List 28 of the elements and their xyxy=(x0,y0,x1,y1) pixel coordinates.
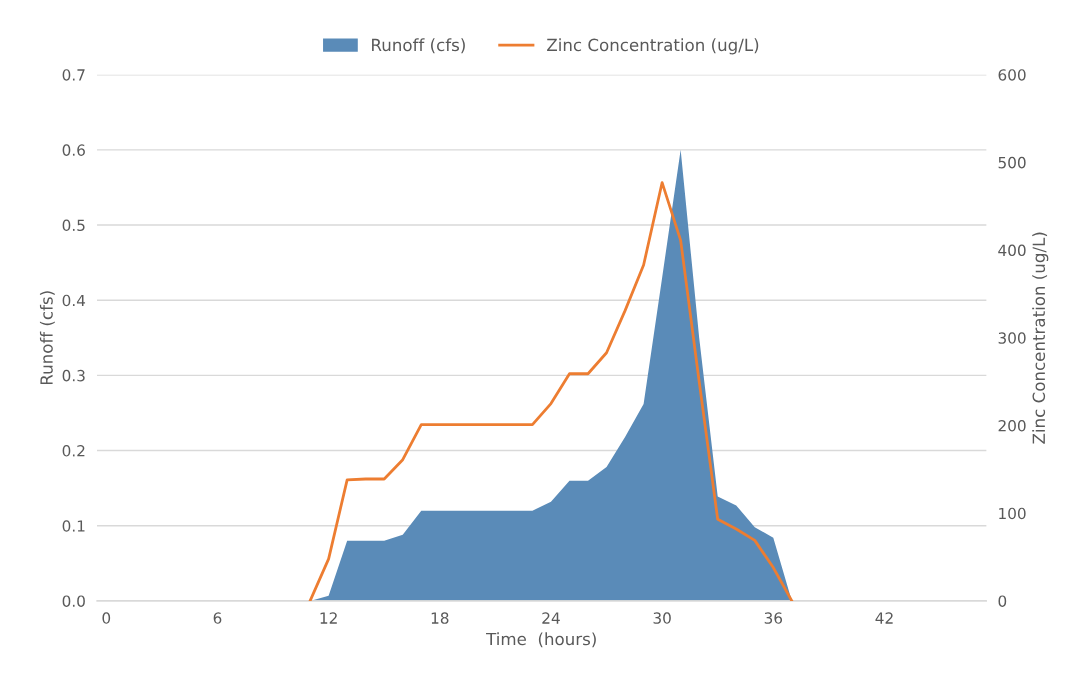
y-tick-label: 0.2 xyxy=(62,445,85,457)
y-tick-label: 0.1 xyxy=(62,520,85,532)
x-tick-label: 24 xyxy=(542,612,560,624)
y2-tick-label: 200 xyxy=(998,419,1026,432)
x-tick-label: 12 xyxy=(320,612,337,624)
y-tick-label: 0.0 xyxy=(62,595,85,607)
x-axis-title: Time (hours) xyxy=(486,632,596,648)
x-tick-label: 0 xyxy=(102,612,111,624)
y2-tick-label: 500 xyxy=(998,156,1026,169)
y-tick-label: 0.7 xyxy=(62,69,85,81)
x-tick-label: 30 xyxy=(653,612,671,624)
y2-tick-label: 300 xyxy=(998,332,1026,344)
x-tick-label: 42 xyxy=(875,612,893,624)
y2-tick-label: 100 xyxy=(999,507,1026,520)
x-tick-label: 6 xyxy=(213,612,222,624)
y2-tick-label: 0 xyxy=(998,595,1007,607)
y-axis-title: Runoff (cfs) xyxy=(39,291,55,385)
y2-tick-label: 400 xyxy=(998,244,1026,257)
y-tick-label: 0.4 xyxy=(62,294,86,307)
y2-axis-title: Zinc Concentration (ug/L) xyxy=(1032,232,1049,444)
x-tick-label: 18 xyxy=(431,612,449,624)
y-tick-label: 0.3 xyxy=(62,369,85,382)
y2-tick-label: 600 xyxy=(998,69,1026,81)
legend-label: Runoff (cfs) xyxy=(372,38,465,54)
x-tick-label: 36 xyxy=(764,612,783,624)
y-tick-label: 0.6 xyxy=(62,144,85,156)
y-tick-label: 0.5 xyxy=(62,219,85,232)
legend-label: Zinc Concentration (ug/L) xyxy=(547,38,759,55)
